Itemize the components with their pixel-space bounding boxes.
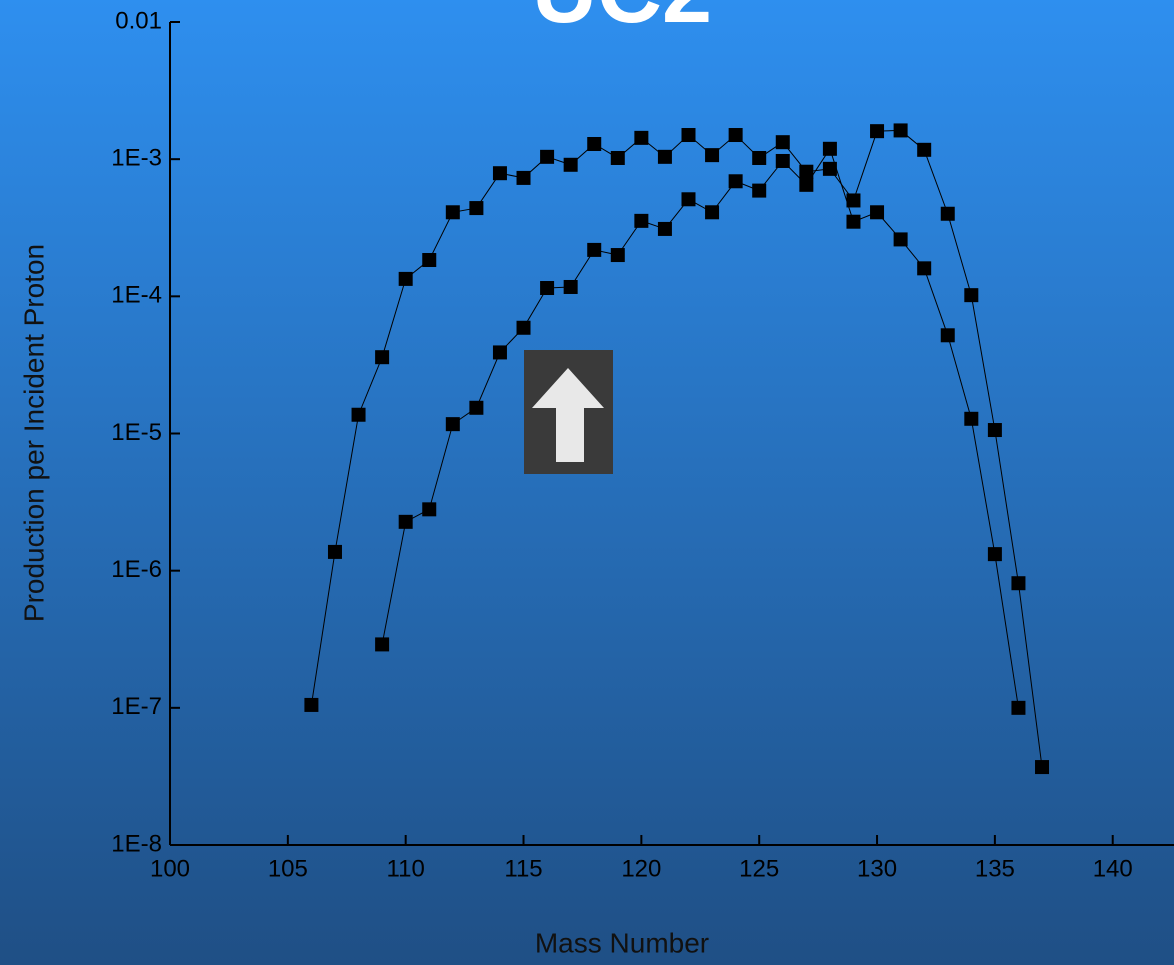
data-point [422, 502, 436, 516]
x-tick-label: 115 [504, 855, 542, 882]
data-point [469, 201, 483, 215]
x-tick-label: 110 [387, 855, 425, 882]
data-point [681, 192, 695, 206]
data-point [611, 151, 625, 165]
data-point [988, 547, 1002, 561]
data-point [988, 423, 1002, 437]
data-point [964, 412, 978, 426]
y-tick-label: 1E-7 [111, 693, 162, 720]
chart-title: UC2 [532, 0, 712, 42]
x-tick-label: 125 [739, 855, 779, 882]
data-point [752, 184, 766, 198]
y-axis-label: Production per Incident Proton [18, 244, 49, 622]
data-point [705, 205, 719, 219]
data-point [446, 417, 460, 431]
data-point [352, 408, 366, 422]
data-point [493, 166, 507, 180]
data-point [870, 205, 884, 219]
series-line [311, 130, 1042, 767]
data-point [399, 515, 413, 529]
data-point [493, 345, 507, 359]
data-point [658, 222, 672, 236]
data-point [776, 135, 790, 149]
data-point [823, 142, 837, 156]
data-point [517, 171, 531, 185]
data-point [517, 321, 531, 335]
x-tick-label: 130 [857, 855, 897, 882]
data-point [422, 253, 436, 267]
data-point [564, 158, 578, 172]
data-point [658, 150, 672, 164]
y-tick-label: 1E-3 [111, 145, 162, 172]
data-point [681, 128, 695, 142]
data-point [1011, 576, 1025, 590]
x-axis-label: Mass Number [535, 927, 709, 958]
data-point [328, 545, 342, 559]
data-point [375, 637, 389, 651]
data-point [752, 151, 766, 165]
data-point [964, 288, 978, 302]
data-point [846, 215, 860, 229]
data-point [611, 248, 625, 262]
data-point [729, 128, 743, 142]
data-point [634, 131, 648, 145]
series-line [382, 149, 1018, 708]
y-tick-label: 1E-6 [111, 556, 162, 583]
x-tick-label: 120 [621, 855, 661, 882]
y-tick-label: 1E-4 [111, 282, 162, 309]
data-point [399, 272, 413, 286]
y-tick-label: 0.01 [115, 7, 162, 34]
x-tick-label: 100 [150, 855, 190, 882]
data-point [587, 137, 601, 151]
data-point [705, 148, 719, 162]
data-point [564, 280, 578, 294]
x-tick-label: 105 [268, 855, 308, 882]
data-point [776, 154, 790, 168]
data-point [799, 178, 813, 192]
arrow-image [524, 350, 613, 474]
y-tick-label: 1E-5 [111, 419, 162, 446]
data-point [894, 123, 908, 137]
x-tick-label: 135 [975, 855, 1015, 882]
data-point [917, 261, 931, 275]
data-point [941, 207, 955, 221]
data-point [729, 174, 743, 188]
data-point [941, 328, 955, 342]
data-point [587, 243, 601, 257]
data-point [540, 281, 554, 295]
data-point [469, 401, 483, 415]
page: {"chart_data": {"type": "line", "title":… [0, 0, 1174, 965]
y-tick-label: 1E-8 [111, 830, 162, 857]
data-point [1011, 701, 1025, 715]
data-point [540, 150, 554, 164]
data-point [446, 205, 460, 219]
data-point [375, 350, 389, 364]
chart: UC2 Mass Number Production per Incident … [0, 0, 1174, 965]
data-point [304, 698, 318, 712]
data-point [1035, 760, 1049, 774]
data-point [894, 232, 908, 246]
data-point [870, 124, 884, 138]
x-tick-label: 140 [1093, 855, 1133, 882]
data-point [634, 214, 648, 228]
data-point [917, 143, 931, 157]
